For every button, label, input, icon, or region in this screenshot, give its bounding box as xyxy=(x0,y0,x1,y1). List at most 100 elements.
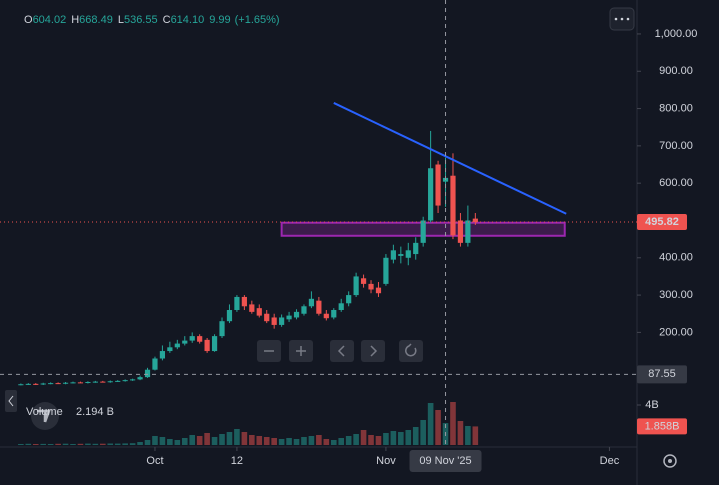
candle-body xyxy=(241,296,247,307)
volume-bar xyxy=(308,436,315,445)
volume-bar xyxy=(271,438,277,445)
collapse-button[interactable] xyxy=(5,390,17,412)
volume-bar xyxy=(286,438,292,445)
volume-bar xyxy=(427,403,434,445)
volume-bar xyxy=(100,443,106,445)
volume-bar xyxy=(316,435,322,445)
ohlc-value: 604.02 xyxy=(33,14,67,26)
crosshair-y-label: 87.55 xyxy=(648,368,676,380)
candle-body xyxy=(383,257,389,284)
candle-body xyxy=(301,306,307,314)
candle-body xyxy=(204,339,210,352)
candle-body xyxy=(390,250,396,260)
candle-body xyxy=(77,382,84,384)
candle-body xyxy=(368,283,374,290)
volume-bar xyxy=(70,444,76,445)
volume-bar xyxy=(375,436,382,445)
candle-body xyxy=(130,379,136,381)
candle-body xyxy=(249,304,255,312)
ohlc-key: L xyxy=(118,14,124,26)
candle-body xyxy=(197,336,203,342)
volume-bar xyxy=(338,438,345,445)
candle-body xyxy=(115,380,121,382)
candle-body xyxy=(375,287,382,294)
candle-body xyxy=(122,380,128,382)
volume-bar xyxy=(234,429,240,445)
candle-body xyxy=(167,347,173,352)
volume-bar xyxy=(144,440,151,445)
volume-bar xyxy=(420,420,426,445)
volume-bar xyxy=(77,443,84,445)
candle-body xyxy=(450,175,456,236)
candle-body xyxy=(182,340,188,344)
ohlc-value: 668.49 xyxy=(79,14,113,26)
y-tick-label: 800.00 xyxy=(659,102,693,114)
candle-body xyxy=(85,382,91,384)
candle-body xyxy=(271,317,277,325)
change-pct: (+1.65%) xyxy=(235,14,280,26)
y-tick-label: 300.00 xyxy=(659,289,693,301)
volume-bar xyxy=(25,443,32,445)
settings-icon[interactable] xyxy=(663,454,677,468)
candle-body xyxy=(234,296,240,311)
candle-body xyxy=(286,315,292,320)
volume-bar xyxy=(122,443,128,445)
volume-bar xyxy=(465,426,471,445)
candle-body xyxy=(219,321,225,337)
candle-body xyxy=(25,383,31,385)
candle-body xyxy=(70,382,76,384)
change: 9.99 xyxy=(209,14,230,26)
volume-bar xyxy=(114,443,121,445)
last-price-label: 495.82 xyxy=(645,216,679,228)
ohlc-value: 536.55 xyxy=(124,14,158,26)
volume-bar xyxy=(47,444,54,445)
volume-bar xyxy=(32,444,39,445)
volume-bar xyxy=(181,438,188,445)
volume-bar xyxy=(55,443,61,445)
volume-bar xyxy=(249,435,255,445)
volume-bar xyxy=(330,440,337,445)
candle-body xyxy=(435,164,441,206)
volume-bar xyxy=(323,439,330,445)
candle-body xyxy=(40,383,46,385)
candle-body xyxy=(264,313,270,322)
volume-bar xyxy=(405,430,412,445)
candle-body xyxy=(405,250,411,258)
ohlc-header: O604.02 H668.49 L536.55 C614.10 9.99 (+1.65%) xyxy=(24,14,280,26)
volume-bar xyxy=(263,437,270,445)
volume-bar xyxy=(383,433,389,445)
volume-bar xyxy=(189,435,196,445)
volume-bar xyxy=(174,440,181,445)
candle-body xyxy=(316,300,322,314)
volume-cursor-label: 2.194 B xyxy=(76,406,114,418)
volume-bar xyxy=(412,427,419,445)
volume-bar xyxy=(398,432,404,445)
zoom-controls[interactable] xyxy=(257,340,423,362)
candle-body xyxy=(62,382,69,384)
volume-bar xyxy=(293,439,300,445)
candle-body xyxy=(144,369,151,378)
candle-body xyxy=(226,310,233,322)
candle-body xyxy=(472,218,478,223)
trendline xyxy=(333,102,567,215)
ohlc-key: H xyxy=(71,14,79,26)
candle-body xyxy=(457,220,464,243)
candle-body xyxy=(331,310,337,318)
crosshair-y-box xyxy=(637,365,687,384)
volume-bar xyxy=(18,444,24,445)
candle-body xyxy=(211,336,218,352)
volume-bar xyxy=(368,435,374,445)
volume-bar xyxy=(345,436,352,445)
y-tick-label: 600.00 xyxy=(659,177,693,189)
candle-body xyxy=(55,383,61,385)
volume-bar xyxy=(92,443,99,445)
candle-body xyxy=(92,381,98,383)
volume-bar xyxy=(219,434,225,445)
more-button[interactable] xyxy=(609,7,635,31)
volume-bar xyxy=(256,436,263,445)
volume-bar xyxy=(107,443,114,445)
candle-body xyxy=(346,295,352,304)
candle-body xyxy=(308,298,315,307)
